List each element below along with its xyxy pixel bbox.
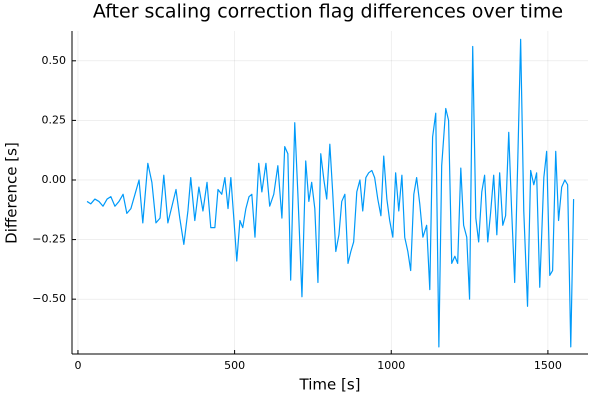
x-tick-label: 500 — [224, 359, 245, 372]
x-tick-label: 0 — [74, 359, 81, 372]
y-tick-label: −0.25 — [32, 233, 66, 246]
y-tick-label: −0.50 — [32, 292, 66, 305]
y-axis-label: Difference [s] — [3, 142, 21, 244]
x-tick-label: 1500 — [534, 359, 562, 372]
y-tick-label: 0.00 — [42, 173, 67, 186]
x-tick-label: 1000 — [377, 359, 405, 372]
data-line — [86, 38, 575, 348]
x-axis-label: Time [s] — [299, 376, 361, 394]
chart-title: After scaling correction flag difference… — [93, 1, 563, 23]
y-tick-label: 0.50 — [42, 54, 67, 67]
y-tick-label: 0.25 — [42, 113, 67, 126]
